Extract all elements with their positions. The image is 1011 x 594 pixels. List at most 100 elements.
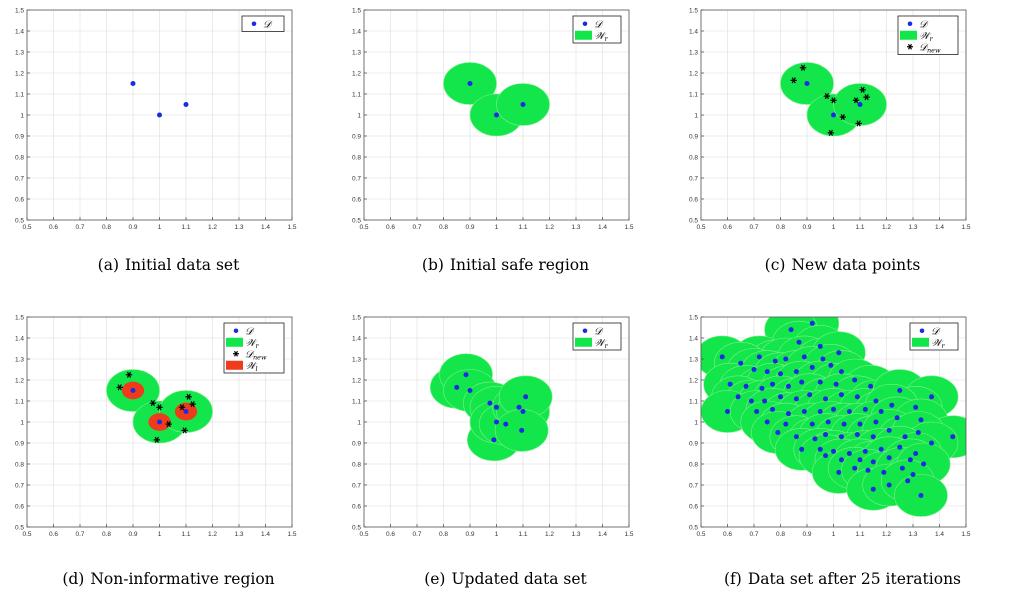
x-tick-label: 0.6 [386, 224, 395, 231]
data-point [523, 394, 529, 400]
y-tick-label: 1.3 [689, 49, 698, 56]
data-point [907, 457, 913, 463]
data-point [913, 404, 919, 410]
x-tick-label: 1.4 [261, 224, 270, 231]
data-point [854, 394, 860, 400]
data-point [838, 369, 844, 375]
x-tick-label: 0.9 [128, 531, 137, 538]
asterisk-stroke [182, 427, 187, 434]
y-tick-label: 0.7 [15, 482, 24, 489]
x-tick-label: 0.7 [749, 531, 758, 538]
legend-swatch-safe [912, 337, 929, 347]
data-point [823, 432, 829, 438]
y-tick-label: 0.7 [15, 175, 24, 182]
data-point [870, 459, 876, 465]
legend-marker-asterisk [907, 43, 913, 50]
asterisk-stroke [853, 97, 859, 104]
data-point [793, 434, 799, 440]
data-point [878, 446, 884, 452]
y-tick-label: 1 [357, 419, 361, 426]
legend: 𝒟 [241, 15, 285, 32]
x-tick-label: 0.9 [128, 224, 137, 231]
y-tick-label: 0.5 [352, 217, 361, 224]
x-tick-label: 0.7 [412, 531, 421, 538]
y-tick-label: 1.5 [15, 314, 24, 321]
data-point [831, 406, 836, 412]
data-point [503, 421, 509, 427]
legend: 𝒟𝒲r [572, 322, 622, 351]
x-tick-label: 0.8 [776, 531, 785, 538]
y-tick-label: 0.9 [689, 440, 698, 447]
new-data-point [855, 120, 862, 127]
data-point [881, 469, 887, 475]
data-point [793, 396, 799, 402]
asterisk-stroke [860, 86, 865, 93]
data-point [494, 419, 499, 425]
y-tick-label: 0.7 [352, 175, 361, 182]
data-point [838, 392, 844, 398]
data-point [727, 381, 733, 387]
legend-label: 𝒟 [919, 19, 929, 30]
x-tick-label: 1.3 [908, 224, 917, 231]
data-point [748, 398, 754, 404]
data-point [756, 354, 762, 360]
y-tick-label: 0.9 [15, 440, 24, 447]
y-tick-label: 0.7 [352, 482, 361, 489]
y-tick-label: 1.2 [689, 70, 698, 77]
x-tick-label: 1.1 [855, 531, 864, 538]
y-tick-label: 0.6 [352, 196, 361, 203]
y-tick-label: 0.7 [689, 175, 698, 182]
data-point [823, 453, 829, 459]
data-point [897, 444, 903, 450]
x-tick-label: 1.4 [261, 531, 270, 538]
y-tick-label: 1.1 [15, 398, 24, 405]
x-tick-label: 1.5 [961, 224, 970, 231]
data-point [463, 372, 469, 378]
data-point [886, 427, 892, 433]
legend-swatch-safe [900, 30, 917, 40]
x-tick-label: 1.2 [882, 531, 891, 538]
y-tick-label: 1.5 [352, 314, 361, 321]
new-data-point [863, 94, 870, 101]
plot-d: 0.50.5 0.6 0.6 0.7 0.7 0.8 0.8 0.9 0.9 1 1 1.1 1.1 1.… [15, 314, 297, 538]
data-point [770, 406, 776, 412]
data-point [918, 493, 924, 498]
y-tick-label: 1.1 [689, 398, 698, 405]
data-point [929, 394, 935, 400]
asterisk-stroke [190, 401, 195, 408]
new-data-point [181, 427, 188, 434]
y-tick-label: 1.5 [689, 314, 698, 321]
caption-text: New data points [791, 256, 921, 274]
data-point [516, 404, 522, 410]
data-point [491, 437, 497, 443]
x-tick-label: 0.5 [22, 531, 31, 538]
caption-b: (b) Initial safe region [337, 256, 674, 274]
data-point [886, 455, 892, 461]
x-tick-label: 1.2 [208, 224, 217, 231]
data-point [772, 358, 778, 364]
y-tick-label: 1.4 [352, 335, 361, 342]
asterisk-stroke [154, 436, 159, 443]
asterisk-stroke [186, 393, 191, 400]
data-point [764, 419, 770, 425]
panel-c: 0.5 0.5 0.6 0.6 0.7 0.7 0.8 0.8 0.9 0.9 1 1 1.1 1.1 1.… [674, 0, 1011, 297]
y-tick-label: 0.8 [689, 154, 698, 161]
y-tick-label: 0.6 [15, 196, 24, 203]
legend-marker-asterisk [233, 350, 239, 357]
plot-f: 0.50.5 0.6 0.6 0.7 0.7 0.8 0.8 0.9 0.9 1 1 1.1 1.1 1.… [689, 314, 971, 538]
data-point [823, 396, 829, 402]
x-tick-label: 1.3 [234, 224, 243, 231]
x-tick-label: 0.5 [359, 531, 368, 538]
data-point [809, 320, 815, 326]
x-tick-label: 1 [832, 224, 836, 231]
data-point [873, 398, 879, 404]
data-point [788, 327, 794, 333]
x-tick-label: 1 [832, 531, 836, 538]
caption-e: (e) Updated data set [337, 570, 674, 588]
data-point [841, 421, 847, 427]
y-tick-label: 0.8 [352, 461, 361, 468]
data-point [494, 112, 499, 118]
x-tick-label: 0.6 [386, 531, 395, 538]
asterisk-stroke [791, 77, 796, 84]
legend-marker-dot [582, 328, 588, 334]
